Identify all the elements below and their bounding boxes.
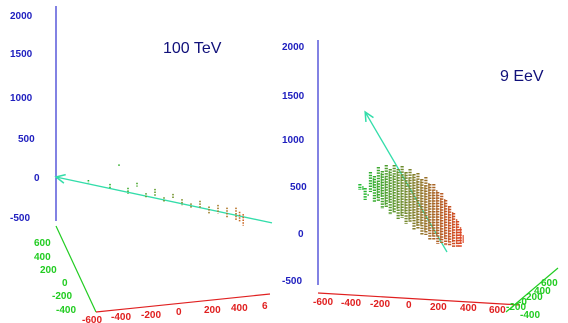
z-tick-label: 200 (40, 265, 57, 276)
data-marks (54, 164, 273, 226)
x-tick-label: -600 (313, 297, 333, 308)
x-tick-label: 200 (204, 305, 221, 316)
y-tick-label: 2000 (282, 42, 305, 53)
y-tick-label: 1000 (10, 93, 33, 104)
z-tick-label: 0 (62, 278, 68, 289)
arrow-head (54, 173, 66, 184)
y-tick-label: -500 (10, 213, 30, 224)
z-tick-label: 600 (541, 278, 558, 289)
y-tick-label: 500 (18, 134, 35, 145)
z-axis-line (55, 225, 97, 313)
chart-title: 9 EeV (500, 68, 544, 85)
y-tick-label: 1500 (282, 91, 305, 102)
x-tick-label: 600 (489, 305, 506, 316)
x-axis-line (317, 292, 521, 306)
z-tick-label: -400 (56, 305, 76, 316)
x-tick-label: -200 (141, 310, 161, 321)
y-tick-label: 500 (290, 182, 307, 193)
y-tick-label: 0 (298, 229, 304, 240)
x-tick-label: 400 (231, 303, 248, 314)
data-marks (358, 110, 464, 253)
z-tick-label: 600 (34, 238, 51, 249)
y-tick-label: 2000 (10, 11, 33, 22)
z-tick-label: -0 (518, 297, 527, 308)
z-tick-label: -200 (52, 291, 72, 302)
z-tick-label: -400 (520, 310, 540, 321)
arrow-head (364, 110, 374, 123)
x-tick-label: 0 (176, 307, 182, 318)
y-tick-label: 1500 (10, 49, 33, 60)
z-axis-line (505, 267, 559, 313)
x-tick-label: -400 (341, 298, 361, 309)
x-tick-label: -400 (111, 312, 131, 323)
x-tick-label: 6 (262, 301, 268, 312)
x-tick-label: 200 (430, 302, 447, 313)
direction-arrow (55, 176, 273, 224)
y-tick-label: 1000 (282, 135, 305, 146)
chart-title: 100 TeV (163, 40, 222, 57)
z-tick-label: 200 (526, 292, 543, 303)
z-tick-label: 400 (34, 252, 51, 263)
x-tick-label: -200 (370, 299, 390, 310)
panel-100tev: 2000 1500 1000 500 0 -500 600 400 200 0 … (10, 6, 273, 323)
y-tick-label: 0 (34, 173, 40, 184)
x-axis-line (95, 293, 271, 313)
z-tick-label: -200 (506, 302, 526, 313)
x-tick-label: 400 (460, 303, 477, 314)
panel-9eev: 2000 1500 1000 500 0 -500 -600 -400 -200… (282, 40, 559, 321)
z-tick-label: 400 (534, 286, 551, 297)
x-tick-label: -600 (82, 315, 102, 323)
y-tick-label: -500 (282, 276, 302, 287)
x-tick-label: 0 (406, 300, 412, 311)
